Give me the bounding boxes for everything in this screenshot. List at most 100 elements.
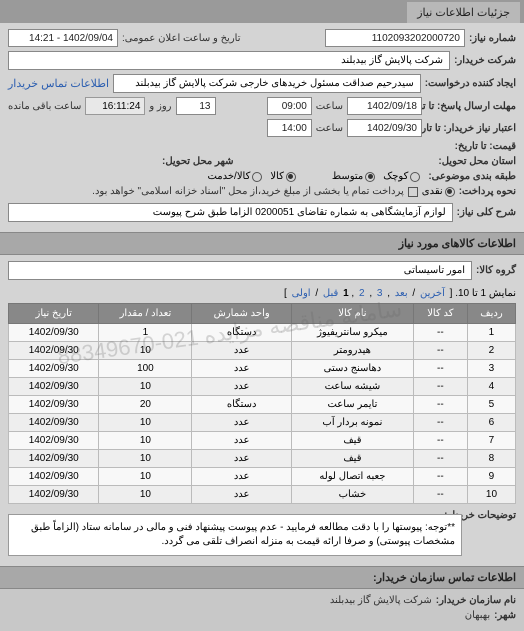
table-row[interactable]: 6--نمونه بردار آبعدد101402/09/30 [9, 414, 516, 432]
table-cell: -- [413, 414, 467, 432]
radio-cash-label: نقدی [422, 186, 443, 197]
countdown: 16:11:24 [85, 97, 145, 115]
response-until-label: مهلت ارسال پاسخ: تا تاریخ: [426, 101, 516, 112]
footer-org: شرکت پالایش گاز بیدبلند [330, 595, 432, 606]
radio-cash[interactable]: نقدی [422, 186, 455, 197]
pager: نمایش 1 تا 10. [ آخرین / بعد , 3 , 2 , 1… [8, 284, 516, 303]
goods-table: ردیفکد کالانام کالاواحد شمارشتعداد / مقد… [8, 303, 516, 504]
table-cell: 8 [467, 450, 515, 468]
table-cell: -- [413, 486, 467, 504]
table-row[interactable]: 7--قیفعدد101402/09/30 [9, 432, 516, 450]
requester-value: سیدرحیم صداقت مسئول خریدهای خارجی شرکت پ… [113, 74, 421, 93]
table-cell: تایمر ساعت [291, 396, 413, 414]
table-cell: 1402/09/30 [9, 486, 99, 504]
radio-medium[interactable]: متوسط [332, 171, 375, 182]
table-cell: 1402/09/30 [9, 342, 99, 360]
table-row[interactable]: 5--تایمر ساعتدستگاه201402/09/30 [9, 396, 516, 414]
buyer-value: شرکت پالایش گاز بیدبلند [8, 51, 450, 70]
table-cell: 10 [467, 486, 515, 504]
table-cell: 1402/09/30 [9, 396, 99, 414]
table-cell: 10 [99, 468, 192, 486]
table-cell: عدد [192, 432, 292, 450]
table-row[interactable]: 4--شیشه ساعتعدد101402/09/30 [9, 378, 516, 396]
response-date: 1402/09/18 [347, 97, 422, 115]
table-col-header: ردیف [467, 304, 515, 324]
table-cell: قیف [291, 432, 413, 450]
radio-service-label: کالا/خدمت [207, 171, 250, 182]
pager-last[interactable]: آخرین [420, 288, 445, 299]
table-cell: 1402/09/30 [9, 324, 99, 342]
table-cell: 1402/09/30 [9, 378, 99, 396]
table-cell: -- [413, 342, 467, 360]
table-cell: عدد [192, 360, 292, 378]
table-col-header: تاریخ نیاز [9, 304, 99, 324]
radio-service[interactable]: کالا/خدمت [207, 171, 262, 182]
radio-medium-label: متوسط [332, 171, 363, 182]
state-label: استان محل تحویل: [438, 156, 516, 167]
pager-prev[interactable]: قبل [323, 288, 338, 299]
tab-details[interactable]: جزئیات اطلاعات نیاز [407, 2, 520, 23]
table-cell: -- [413, 378, 467, 396]
table-cell: دهاسنج دستی [291, 360, 413, 378]
time-label-2: ساعت [316, 123, 343, 134]
table-row[interactable]: 9--جعبه اتصال لولهعدد101402/09/30 [9, 468, 516, 486]
radio-small[interactable]: کوچک [383, 171, 420, 182]
table-cell: عدد [192, 342, 292, 360]
quote-until-label: قیمت: تا تاریخ: [426, 141, 516, 152]
note-box: **توجه: پیوستها را با دقت مطالعه فرمایید… [8, 514, 462, 556]
table-cell: 3 [467, 360, 515, 378]
table-row[interactable]: 3--دهاسنج دستیعدد1001402/09/30 [9, 360, 516, 378]
days-remaining: 13 [176, 97, 216, 115]
goods-header: اطلاعات کالاهای مورد نیاز [0, 232, 524, 255]
table-cell: 10 [99, 414, 192, 432]
radio-goods[interactable]: کالا [270, 171, 296, 182]
buyer-label: شرکت خریدار: [454, 55, 516, 66]
time-label-1: ساعت [316, 101, 343, 112]
table-cell: میکرو سانتریفیوژ [291, 324, 413, 342]
footer-org-label: نام سازمان خریدار: [436, 595, 516, 606]
checkbox-treasury[interactable] [408, 187, 418, 197]
table-cell: 10 [99, 450, 192, 468]
table-cell: 6 [467, 414, 515, 432]
datetime-value: 1402/09/04 - 14:21 [8, 29, 118, 47]
buyer-contact-link[interactable]: اطلاعات تماس خریدار [8, 77, 109, 90]
table-cell: عدد [192, 414, 292, 432]
table-row[interactable]: 10--خشابعدد101402/09/30 [9, 486, 516, 504]
table-cell: 20 [99, 396, 192, 414]
goods-group: امور تاسیساتی [8, 261, 472, 280]
payment-label: نحوه پرداخت: [459, 186, 516, 197]
need-number: 1102093202000720 [325, 29, 465, 47]
tab-bar: جزئیات اطلاعات نیاز [0, 0, 524, 23]
pager-next[interactable]: بعد [395, 288, 408, 299]
goods-group-label: گروه کالا: [476, 265, 516, 276]
table-cell: -- [413, 396, 467, 414]
pager-first[interactable]: اولی [292, 288, 311, 299]
table-cell: شیشه ساعت [291, 378, 413, 396]
pager-p1: 1 [343, 288, 349, 299]
budget-label: طبقه بندی موضوعی: [428, 171, 516, 182]
payment-note: پرداخت تمام یا بخشی از مبلغ خرید،از محل … [92, 186, 404, 197]
requester-label: ایجاد کننده درخواست: [425, 78, 516, 89]
table-cell: قیف [291, 450, 413, 468]
table-row[interactable]: 2--هیدرومترعدد101402/09/30 [9, 342, 516, 360]
table-cell: جعبه اتصال لوله [291, 468, 413, 486]
pager-p2[interactable]: 2 [359, 288, 365, 299]
table-cell: -- [413, 432, 467, 450]
table-cell: عدد [192, 378, 292, 396]
table-cell: دستگاه [192, 324, 292, 342]
footer-city-label: شهر: [494, 610, 516, 621]
pager-close: ] [284, 288, 287, 299]
table-cell: 5 [467, 396, 515, 414]
main-panel: شماره نیاز: 1102093202000720 تاریخ و ساع… [0, 23, 524, 232]
table-cell: -- [413, 324, 467, 342]
need-title: لوازم آزمایشگاهی به شماره تقاضای 0200051… [8, 203, 453, 222]
table-row[interactable]: 1--میکرو سانتریفیوژدستگاه11402/09/30 [9, 324, 516, 342]
table-cell: 1402/09/30 [9, 414, 99, 432]
need-title-label: شرح کلی نیاز: [457, 207, 516, 218]
table-col-header: نام کالا [291, 304, 413, 324]
pager-text: نمایش 1 تا 10. [ [450, 288, 516, 299]
table-cell: 4 [467, 378, 515, 396]
table-cell: 1402/09/30 [9, 450, 99, 468]
pager-p3[interactable]: 3 [377, 288, 383, 299]
table-row[interactable]: 8--قیفعدد101402/09/30 [9, 450, 516, 468]
